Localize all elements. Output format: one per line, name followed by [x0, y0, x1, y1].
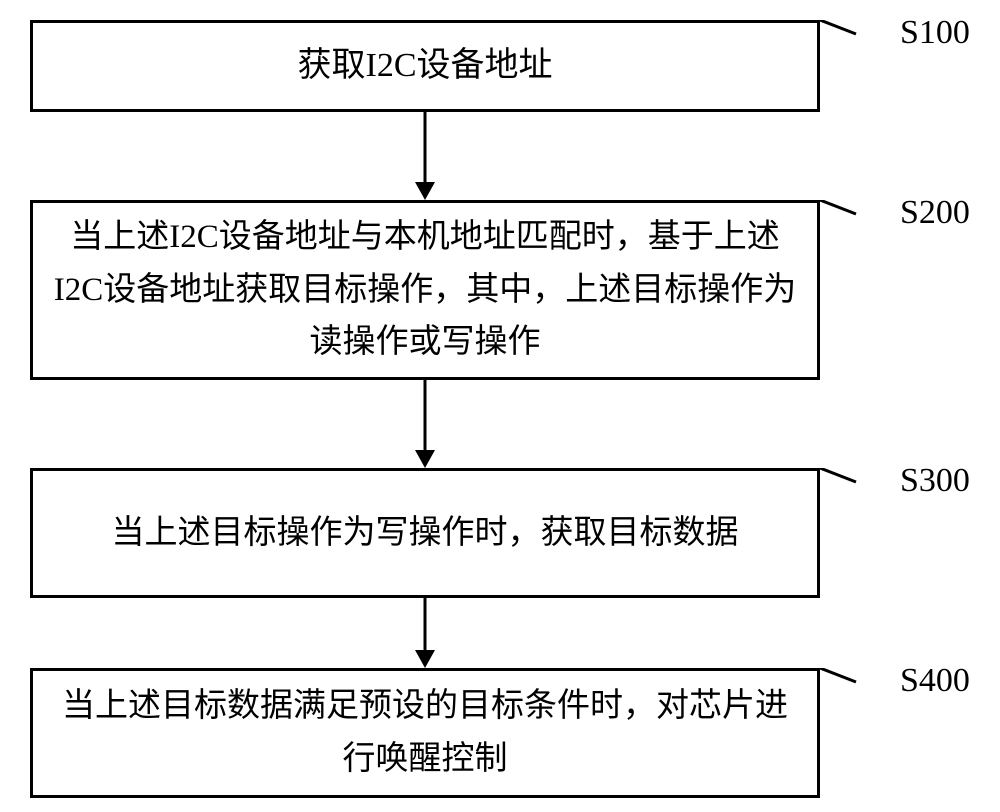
step-label-s400: S400: [900, 662, 970, 700]
step-label-s100: S100: [900, 14, 970, 52]
step-text: 获取I2C设备地址: [298, 39, 553, 93]
step-label-s300: S300: [900, 462, 970, 500]
step-label-s200: S200: [900, 194, 970, 232]
notch-s400: [820, 668, 858, 706]
step-box-s200: 当上述I2C设备地址与本机地址匹配时，基于上述I2C设备地址获取目标操作，其中，…: [30, 200, 820, 380]
step-text: 当上述目标数据满足预设的目标条件时，对芯片进行唤醒控制: [53, 680, 797, 786]
notch-s300: [820, 468, 858, 506]
step-text: 当上述I2C设备地址与本机地址匹配时，基于上述I2C设备地址获取目标操作，其中，…: [53, 211, 797, 369]
step-box-s100: 获取I2C设备地址: [30, 20, 820, 112]
arrow-1: [415, 112, 435, 200]
notch-s100: [820, 20, 858, 58]
step-box-s300: 当上述目标操作为写操作时，获取目标数据: [30, 468, 820, 598]
arrow-2: [415, 380, 435, 468]
arrow-3: [415, 598, 435, 668]
step-text: 当上述目标操作为写操作时，获取目标数据: [112, 507, 739, 560]
step-box-s400: 当上述目标数据满足预设的目标条件时，对芯片进行唤醒控制: [30, 668, 820, 798]
flowchart-canvas: 获取I2C设备地址 S100 当上述I2C设备地址与本机地址匹配时，基于上述I2…: [0, 0, 1000, 812]
notch-s200: [820, 200, 858, 238]
